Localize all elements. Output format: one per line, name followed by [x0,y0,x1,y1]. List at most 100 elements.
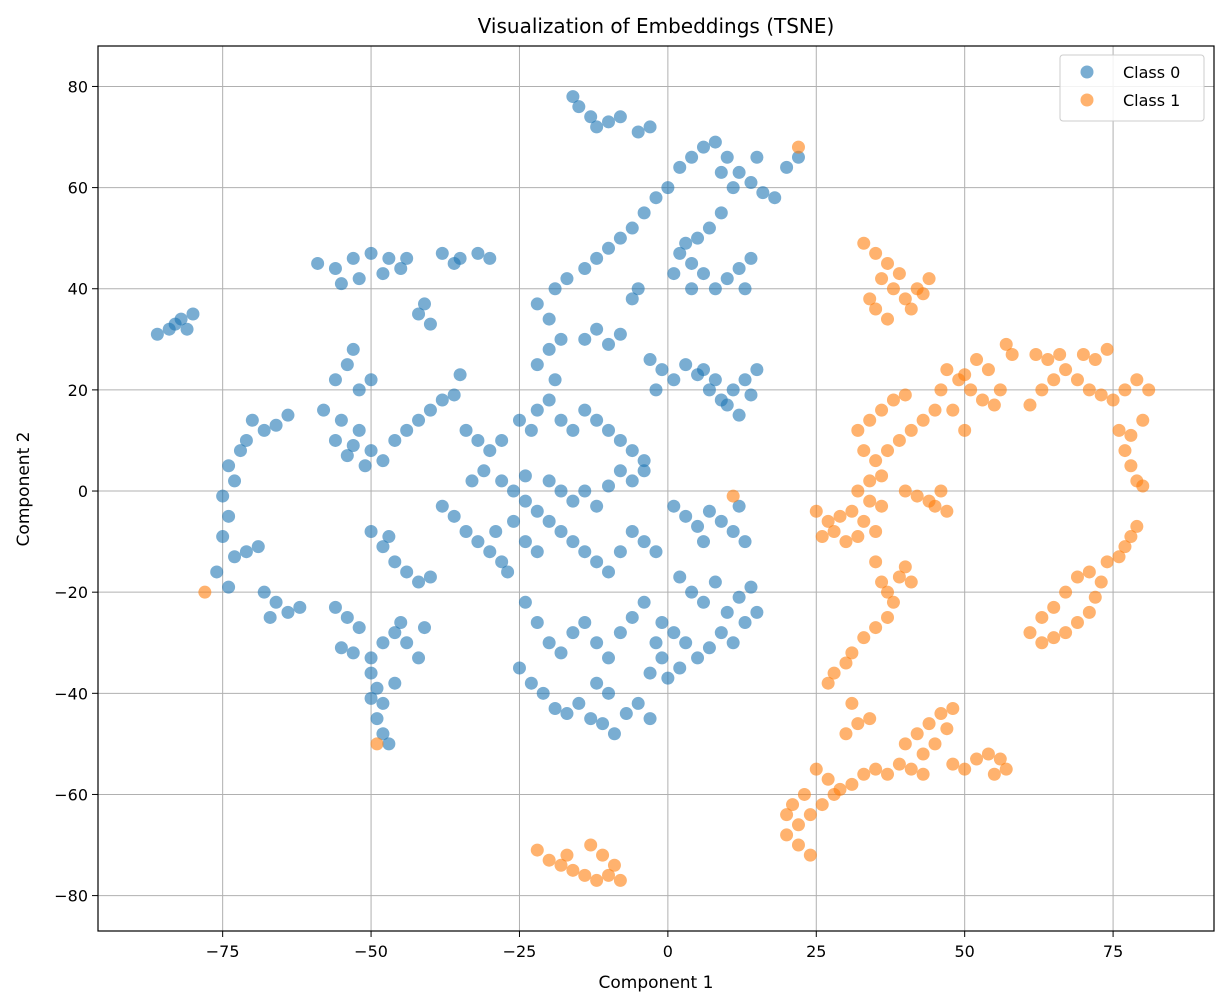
point-class-1 [881,767,895,781]
point-class-1 [578,868,592,882]
point-class-0 [376,696,390,710]
point-class-1 [827,524,841,538]
point-class-0 [530,545,544,559]
point-class-1 [869,621,883,635]
y-tick-label: 80 [68,77,88,96]
point-class-1 [803,848,817,862]
point-class-1 [922,717,936,731]
point-class-1 [886,393,900,407]
legend-label-class-0: Class 0 [1123,63,1180,82]
point-class-0 [643,666,657,680]
point-class-0 [364,691,378,705]
point-class-1 [1053,347,1067,361]
point-class-0 [150,327,164,341]
point-class-1 [1047,373,1061,387]
point-class-1 [815,798,829,812]
point-class-0 [732,590,746,604]
point-class-1 [869,762,883,776]
point-class-0 [602,651,616,665]
point-class-1 [590,873,604,887]
point-class-0 [388,555,402,569]
point-class-0 [423,317,437,331]
point-class-1 [1035,610,1049,624]
point-class-0 [412,307,426,321]
point-class-0 [685,150,699,164]
point-class-0 [602,479,616,493]
point-class-0 [471,433,485,447]
chart-title: Visualization of Embeddings (TSNE) [478,14,835,38]
point-class-0 [578,403,592,417]
point-class-0 [637,454,651,468]
point-class-1 [584,838,598,852]
point-class-1 [1082,383,1096,397]
point-class-0 [382,251,396,265]
point-class-0 [744,388,758,402]
point-class-1 [786,798,800,812]
point-class-0 [578,616,592,630]
point-class-0 [471,246,485,260]
point-class-0 [400,423,414,437]
point-class-0 [637,464,651,478]
point-class-0 [637,535,651,549]
point-class-0 [530,403,544,417]
point-class-1 [881,585,895,599]
point-class-1 [863,474,877,488]
point-class-0 [625,292,639,306]
point-class-1 [886,282,900,296]
point-class-0 [501,565,515,579]
point-class-1 [898,292,912,306]
point-class-0 [726,181,740,195]
point-class-1 [1118,383,1132,397]
point-class-1 [940,363,954,377]
point-class-1 [839,535,853,549]
point-class-0 [702,221,716,235]
point-class-0 [530,616,544,630]
point-class-0 [578,262,592,276]
point-class-0 [566,90,580,104]
point-class-0 [257,585,271,599]
point-class-0 [222,580,236,594]
point-class-0 [388,676,402,690]
point-class-1 [1094,575,1108,589]
point-class-0 [328,600,342,614]
point-class-1 [851,484,865,498]
point-class-1 [910,489,924,503]
point-class-1 [1082,605,1096,619]
point-class-1 [904,423,918,437]
point-class-0 [328,373,342,387]
point-class-0 [643,120,657,134]
point-class-0 [643,712,657,726]
point-class-1 [993,383,1007,397]
point-class-0 [352,383,366,397]
point-class-1 [1124,530,1138,544]
point-class-0 [364,373,378,387]
point-class-1 [833,509,847,523]
point-class-0 [483,545,497,559]
legend-box [1059,54,1205,122]
point-class-1 [542,853,556,867]
point-class-0 [726,636,740,650]
point-class-1 [916,747,930,761]
point-class-0 [649,545,663,559]
point-class-0 [714,165,728,179]
point-class-1 [851,530,865,544]
point-class-1 [910,727,924,741]
point-class-0 [311,256,325,270]
point-class-0 [637,595,651,609]
point-class-0 [602,115,616,129]
point-class-0 [507,484,521,498]
point-class-0 [530,504,544,518]
point-class-1 [869,302,883,316]
point-class-1 [1023,626,1037,640]
point-class-0 [269,418,283,432]
point-class-0 [364,246,378,260]
point-class-1 [881,610,895,624]
point-class-0 [435,246,449,260]
point-class-1 [934,707,948,721]
point-class-0 [732,165,746,179]
point-class-1 [1076,347,1090,361]
point-class-0 [554,524,568,538]
point-class-1 [780,828,794,842]
point-class-1 [1100,342,1114,356]
legend-label-class-1: Class 1 [1123,91,1180,110]
